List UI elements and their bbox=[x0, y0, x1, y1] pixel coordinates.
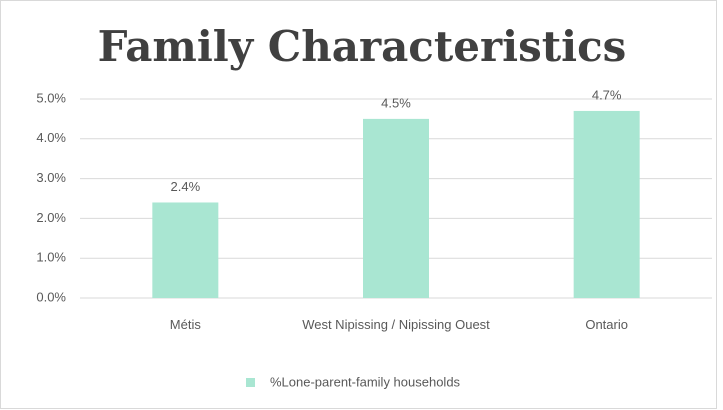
y-tick-label: 4.0% bbox=[36, 130, 66, 145]
data-label: 4.7% bbox=[592, 87, 622, 102]
bar bbox=[363, 118, 429, 299]
bar bbox=[152, 202, 219, 298]
x-tick-label-box: West Nipissing / Nipissing Ouest bbox=[302, 317, 490, 332]
y-tick-label: 1.0% bbox=[36, 250, 66, 265]
chart-title: Family Characteristics bbox=[98, 22, 627, 71]
data-label: 2.4% bbox=[171, 179, 201, 194]
y-tick-label: 5.0% bbox=[36, 90, 66, 105]
legend-swatch bbox=[246, 378, 255, 387]
legend-label: %Lone-parent-family households bbox=[270, 374, 461, 389]
x-tick-label-box: Ontario bbox=[585, 317, 628, 332]
x-tick-label-box: Métis bbox=[169, 317, 201, 332]
data-label: 4.5% bbox=[381, 95, 411, 110]
y-tick-label: 0.0% bbox=[36, 289, 66, 304]
x-tick-label: West Nipissing / Nipissing Ouest bbox=[302, 317, 490, 332]
x-tick-label: Métis bbox=[169, 317, 201, 332]
y-tick-label: 2.0% bbox=[36, 210, 66, 225]
bar bbox=[573, 110, 640, 298]
y-tick-label: 3.0% bbox=[36, 170, 66, 185]
x-tick-label: Ontario bbox=[585, 317, 628, 332]
